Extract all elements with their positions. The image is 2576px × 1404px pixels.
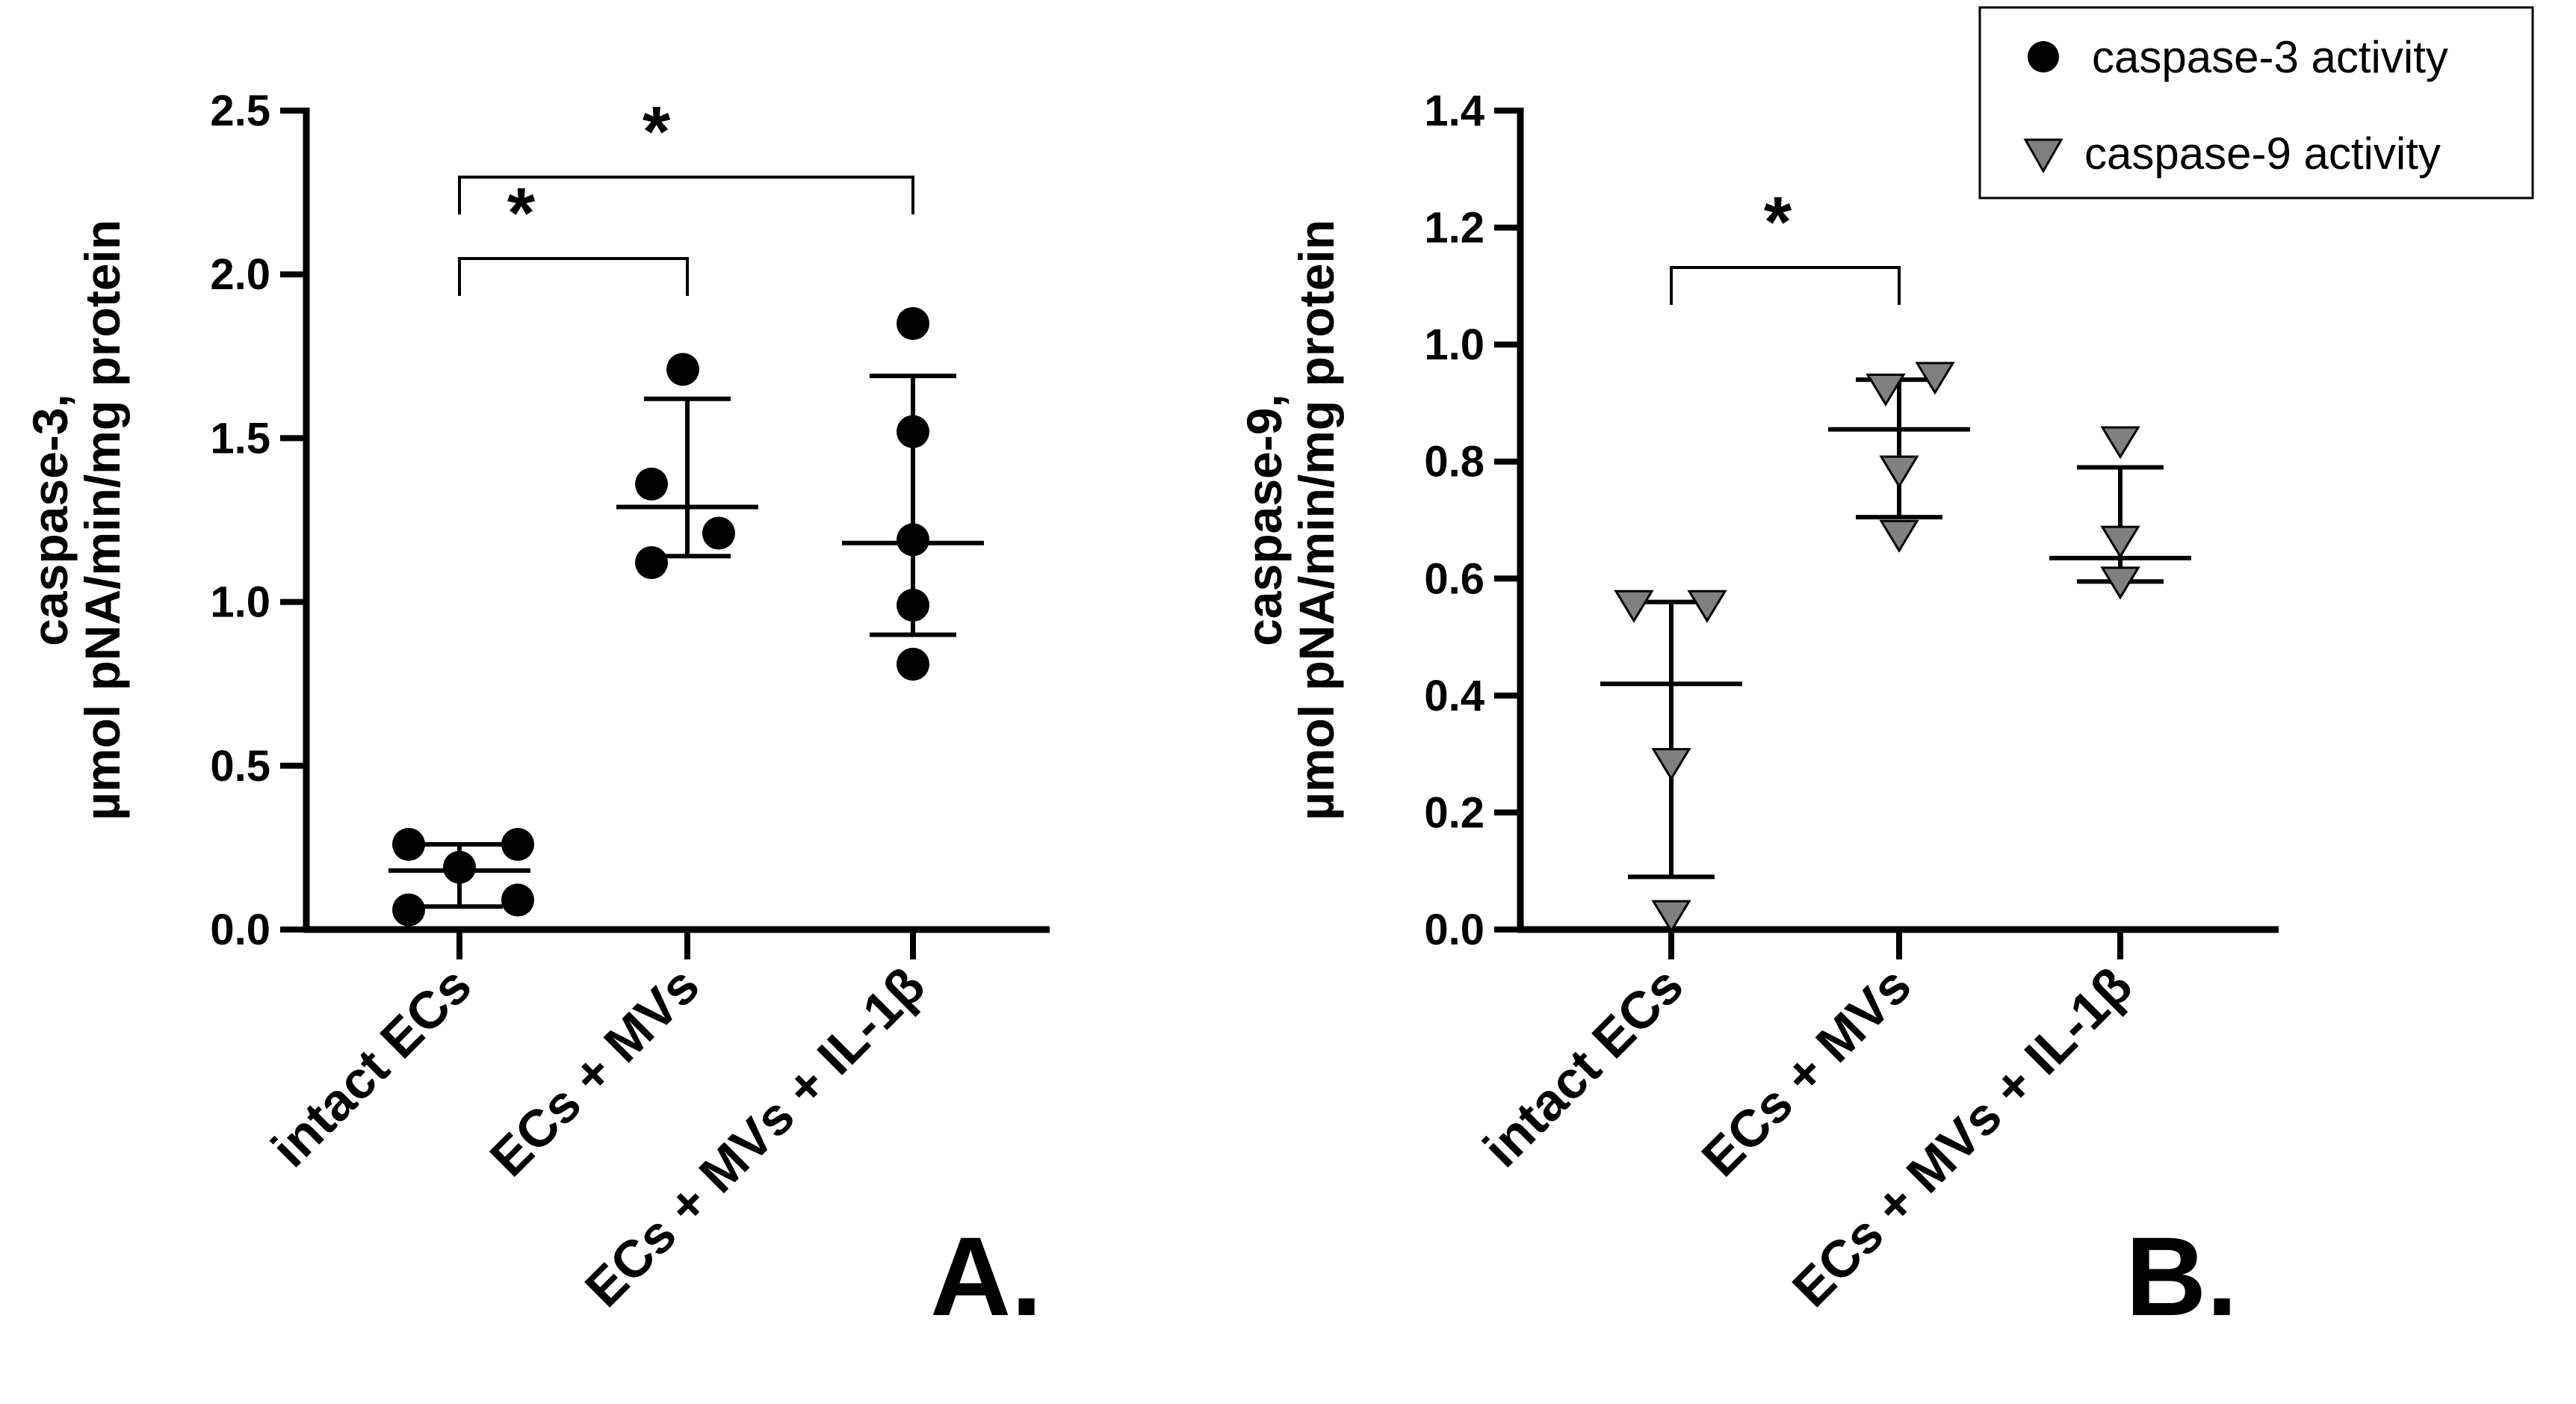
data-point xyxy=(392,828,425,862)
data-point xyxy=(635,545,668,579)
x-tick-label: intact ECs xyxy=(260,956,482,1178)
x-tick-label: intact ECs xyxy=(1472,956,1694,1178)
data-point xyxy=(897,306,929,340)
y-tick-label: 2.0 xyxy=(210,250,270,299)
data-point xyxy=(702,516,735,550)
y-tick-label: 1.4 xyxy=(1424,87,1484,135)
x-tick-label: ECs + MVs xyxy=(1691,956,1922,1187)
y-tick-label: 0.0 xyxy=(210,906,270,954)
y-axis-label: µmol pNA/min/mg protein xyxy=(75,220,130,820)
legend-label: caspase-3 activity xyxy=(2092,32,2448,82)
y-tick-label: 0.2 xyxy=(1424,788,1484,837)
data-point xyxy=(666,353,699,386)
panel-letter: A. xyxy=(930,1213,1042,1339)
data-point xyxy=(501,828,534,862)
y-tick-label: 0.0 xyxy=(1424,906,1484,954)
significance-star: * xyxy=(643,92,671,172)
circle-marker-icon xyxy=(2028,41,2059,72)
data-point xyxy=(1687,590,1727,623)
data-point xyxy=(501,883,534,917)
data-point xyxy=(2100,566,2140,600)
y-tick-label: 1.0 xyxy=(210,578,270,627)
panel-letter: B. xyxy=(2125,1213,2238,1339)
data-point xyxy=(897,647,929,681)
panel-b: 0.0 0.2 0.4 0.6 0.8 1.0 1.2 1.4 caspase-9,µmol p… xyxy=(1236,87,2279,1339)
y-tick-label: 0.8 xyxy=(1424,438,1484,486)
y-tick-label: 1.2 xyxy=(1424,204,1484,253)
y-axis-label: µmol pNA/min/mg protein xyxy=(1289,220,1344,820)
y-tick-label: 0.4 xyxy=(1424,672,1484,720)
legend-box xyxy=(1978,6,2534,200)
data-point xyxy=(2100,426,2140,460)
data-point xyxy=(443,850,476,884)
significance-bracket xyxy=(458,176,914,214)
data-point xyxy=(1614,590,1654,623)
significance-star: * xyxy=(507,173,536,253)
legend: caspase-3 activity caspase-9 activity xyxy=(1978,6,2534,200)
data-point xyxy=(635,467,668,501)
data-point xyxy=(2100,525,2140,559)
data-point xyxy=(1879,519,1919,553)
legend-label: caspase-9 activity xyxy=(2084,129,2441,179)
y-tick-label: 1.0 xyxy=(1424,321,1484,369)
significance-bracket xyxy=(458,257,689,296)
triangle-down-marker-icon xyxy=(2023,138,2063,174)
data-point xyxy=(897,588,929,622)
y-axis-label: caspase-9, xyxy=(1236,394,1292,646)
y-tick-label: 0.6 xyxy=(1424,554,1484,603)
y-tick-label: 1.5 xyxy=(210,414,270,463)
y-tick-label: 2.5 xyxy=(210,87,270,135)
y-axis-label: caspase-3, xyxy=(22,394,78,646)
legend-item-caspase-3: caspase-3 activity xyxy=(2028,32,2448,82)
data-point xyxy=(1866,374,1906,407)
data-point xyxy=(1651,748,1691,782)
data-point xyxy=(1651,900,1691,933)
y-tick-label: 0.5 xyxy=(210,742,270,791)
panel-a: 0.0 0.5 1.0 1.5 2.0 2.5 caspase-3,µmol pNA/min… xyxy=(22,87,1050,1339)
legend-item-caspase-9: caspase-9 activity xyxy=(2023,129,2441,179)
significance-bracket xyxy=(1670,266,1901,305)
data-point xyxy=(392,893,425,927)
data-point xyxy=(1915,362,1955,395)
significance-star: * xyxy=(1764,182,1792,262)
x-tick-label: ECs + MVs xyxy=(479,956,710,1187)
data-point xyxy=(1879,455,1919,489)
data-point xyxy=(897,523,929,557)
data-point xyxy=(897,415,929,448)
